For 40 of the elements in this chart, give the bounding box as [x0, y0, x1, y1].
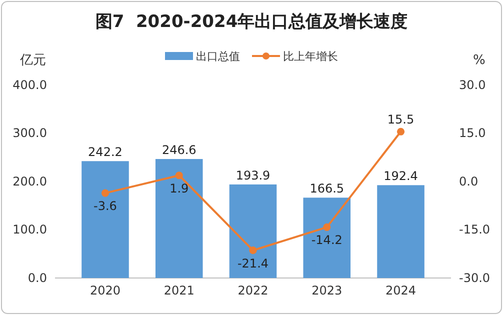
y2-tick-label: 15.0	[459, 126, 486, 140]
y2-axis-title: %	[473, 53, 486, 68]
bar	[377, 185, 424, 278]
y-tick-label: 300.0	[12, 126, 47, 140]
data-label: 193.9	[236, 168, 270, 182]
data-label: 1.9	[170, 181, 189, 196]
data-label: -3.6	[94, 199, 117, 214]
y-axis-title: 亿元	[19, 53, 46, 68]
data-label: -21.4	[237, 256, 269, 270]
y2-tick-label: -15.0	[459, 222, 490, 237]
bar	[155, 159, 203, 278]
y2-tick-label: 30.0	[459, 78, 486, 92]
point	[396, 128, 405, 136]
point	[101, 189, 110, 197]
point	[323, 223, 331, 231]
legend-label: 比上年增长	[283, 50, 338, 63]
data-label: 242.2	[88, 145, 122, 160]
data-label: -14.2	[311, 233, 342, 248]
y2-tick-label: 0.0	[459, 174, 478, 188]
data-label: 166.5	[310, 182, 344, 196]
x-tick-label: 2020	[90, 284, 121, 298]
y-tick-label: 400.0	[12, 78, 47, 92]
bar	[229, 184, 277, 278]
point	[249, 246, 257, 254]
x-tick-label: 2024	[385, 284, 416, 298]
chart-title: 图7 2020-2024年出口总值及增长速度	[95, 12, 408, 32]
bar	[82, 161, 129, 278]
point	[175, 172, 183, 180]
y-tick-label: 200.0	[12, 174, 47, 188]
x-tick-label: 2023	[312, 284, 342, 298]
data-label: 192.4	[384, 169, 418, 184]
data-label: 246.6	[162, 143, 196, 158]
y2-tick-label: -30.0	[459, 270, 490, 285]
x-tick-label: 2021	[164, 284, 194, 298]
y-tick-label: 100.0	[12, 222, 47, 237]
legend-label: 出口总值	[196, 50, 240, 63]
x-tick-label: 2022	[238, 284, 268, 298]
data-label: 15.5	[387, 112, 414, 127]
bar	[303, 198, 351, 278]
y-tick-label: 0.0	[28, 270, 47, 285]
